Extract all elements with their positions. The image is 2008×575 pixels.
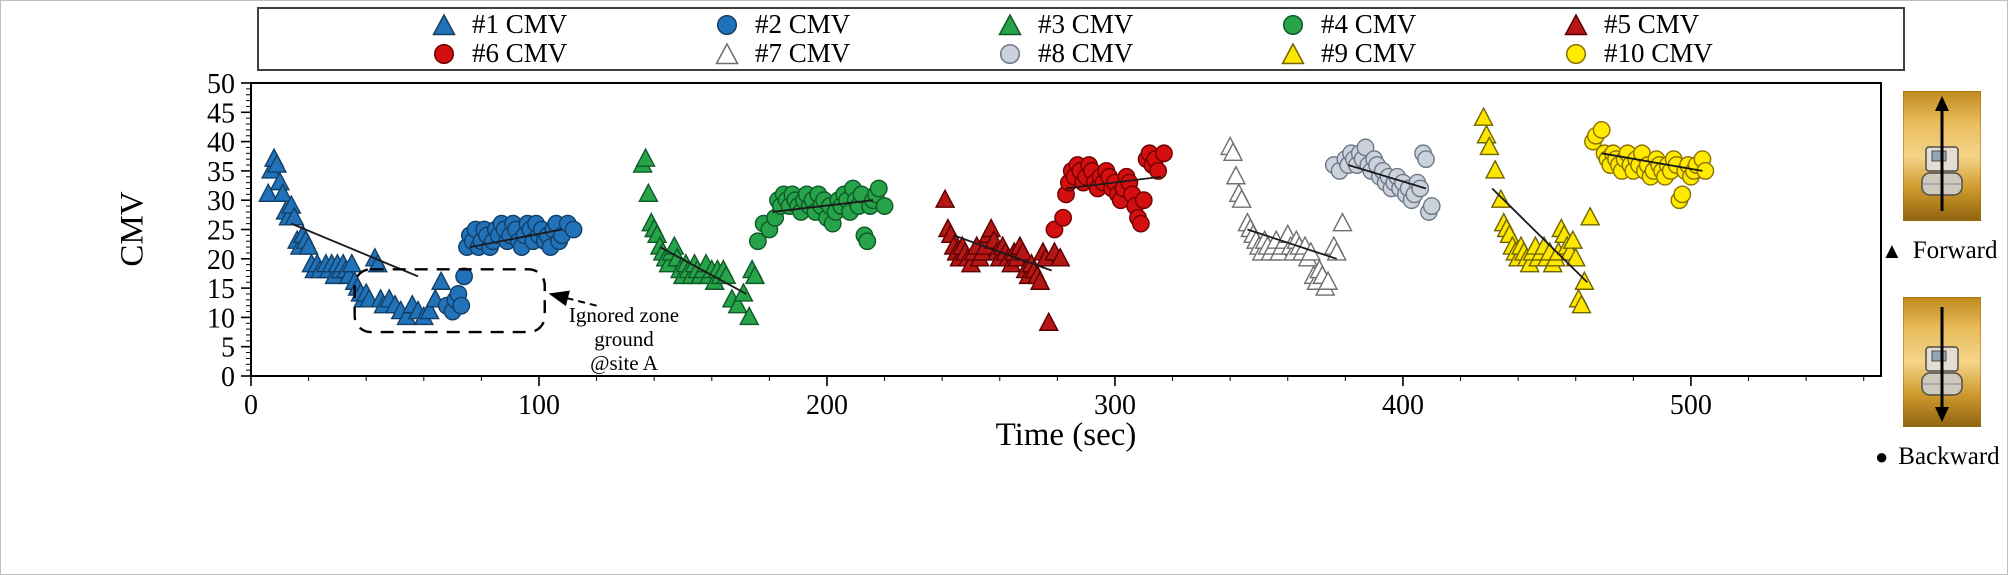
series-1-cmv [258,147,452,326]
backward-direction-label: ● Backward [1875,443,2000,471]
circle-marker-icon [433,43,455,64]
x-tick-label: 500 [1670,390,1712,421]
annotation-line-3: @site A [590,351,658,375]
legend-item-4-cmv: #4 CMV [1280,11,1563,38]
triangle-marker-icon [1564,12,1588,35]
y-tick-label: 40 [207,128,235,159]
y-tick-label: 15 [207,274,235,305]
legend-item-6-cmv: #6 CMV [431,40,714,67]
y-tick-label: 45 [207,98,235,129]
backward-roller-image [1903,297,1981,427]
circle-marker-icon [1565,43,1587,64]
legend-item-7-cmv: #7 CMV [714,40,997,67]
y-tick-label: 30 [207,186,235,217]
series-5-cmv [934,188,1071,331]
legend-label: #10 CMV [1604,38,1713,68]
annotation-line-1: Ignored zone [568,303,680,327]
x-tick-label: 200 [806,390,848,421]
y-tick-label: 20 [207,245,235,276]
x-tick-label: 100 [518,390,560,421]
series-9-cmv [1473,106,1601,314]
series-10-cmv [1584,120,1715,210]
y-tick-label: 10 [207,303,235,334]
series-7-cmv [1219,135,1353,296]
x-tick-label: 400 [1382,390,1424,421]
legend-label: #6 CMV [472,38,568,68]
legend-item-1-cmv: #1 CMV [431,11,714,38]
y-tick-label: 0 [221,362,235,393]
triangle-marker-icon [1281,41,1305,64]
circle-marker-icon [716,14,738,35]
x-axis-title: Time (sec) [995,417,1137,453]
triangle-marker-icon [715,41,739,64]
y-tick-label: 25 [207,216,235,247]
ignored-zone-annotation: Ignored zone ground @site A [549,303,699,375]
series-6-cmv [1045,144,1173,239]
y-axis-title: CMV [114,191,151,267]
legend-label: #1 CMV [472,9,568,39]
legend-label: #4 CMV [1321,9,1417,39]
forward-triangle-icon: ▲ [1881,238,1903,263]
y-tick-label: 50 [207,69,235,100]
legend-item-5-cmv: #5 CMV [1563,11,1846,38]
backward-label-text: Backward [1898,443,2000,470]
x-tick-label: 0 [244,390,258,421]
chart-legend: #1 CMV #2 CMV #3 CMV #4 CMV #5 CMV #6 CMV #7 C… [257,7,1905,71]
series-3-cmv [632,147,766,326]
forward-roller-image [1903,91,1981,221]
legend-item-10-cmv: #10 CMV [1563,40,1846,67]
legend-label: #5 CMV [1604,9,1700,39]
backward-circle-icon: ● [1875,444,1889,469]
ignored-zone-box [353,268,546,334]
up-arrow-icon [1935,96,1949,211]
circle-marker-icon [999,43,1021,64]
legend-item-3-cmv: #3 CMV [997,11,1280,38]
legend-label: #7 CMV [755,38,851,68]
legend-label: #3 CMV [1038,9,1134,39]
legend-row: #1 CMV #2 CMV #3 CMV #4 CMV #5 CMV [259,11,1903,38]
down-arrow-icon [1935,307,1949,422]
legend-item-2-cmv: #2 CMV [714,11,997,38]
forward-direction-label: ▲ Forward [1881,237,1998,265]
triangle-marker-icon [432,12,456,35]
legend-item-8-cmv: #8 CMV [997,40,1280,67]
y-tick-label: 5 [221,333,235,364]
legend-label: #2 CMV [755,9,851,39]
triangle-marker-icon [998,12,1022,35]
legend-label: #9 CMV [1321,38,1417,68]
x-tick-label: 300 [1094,390,1136,421]
series-8-cmv [1324,138,1441,221]
ignored-zone-arrow [548,290,597,307]
forward-label-text: Forward [1912,237,1998,264]
legend-item-9-cmv: #9 CMV [1280,40,1563,67]
legend-label: #8 CMV [1038,38,1134,68]
legend-row: #6 CMV #7 CMV #8 CMV #9 CMV #10 CMV [259,40,1903,67]
y-tick-label: 35 [207,157,235,188]
series-4-cmv [748,179,894,251]
series-2-cmv [437,214,583,321]
annotation-line-2: ground [594,327,654,351]
circle-marker-icon [1282,14,1304,35]
